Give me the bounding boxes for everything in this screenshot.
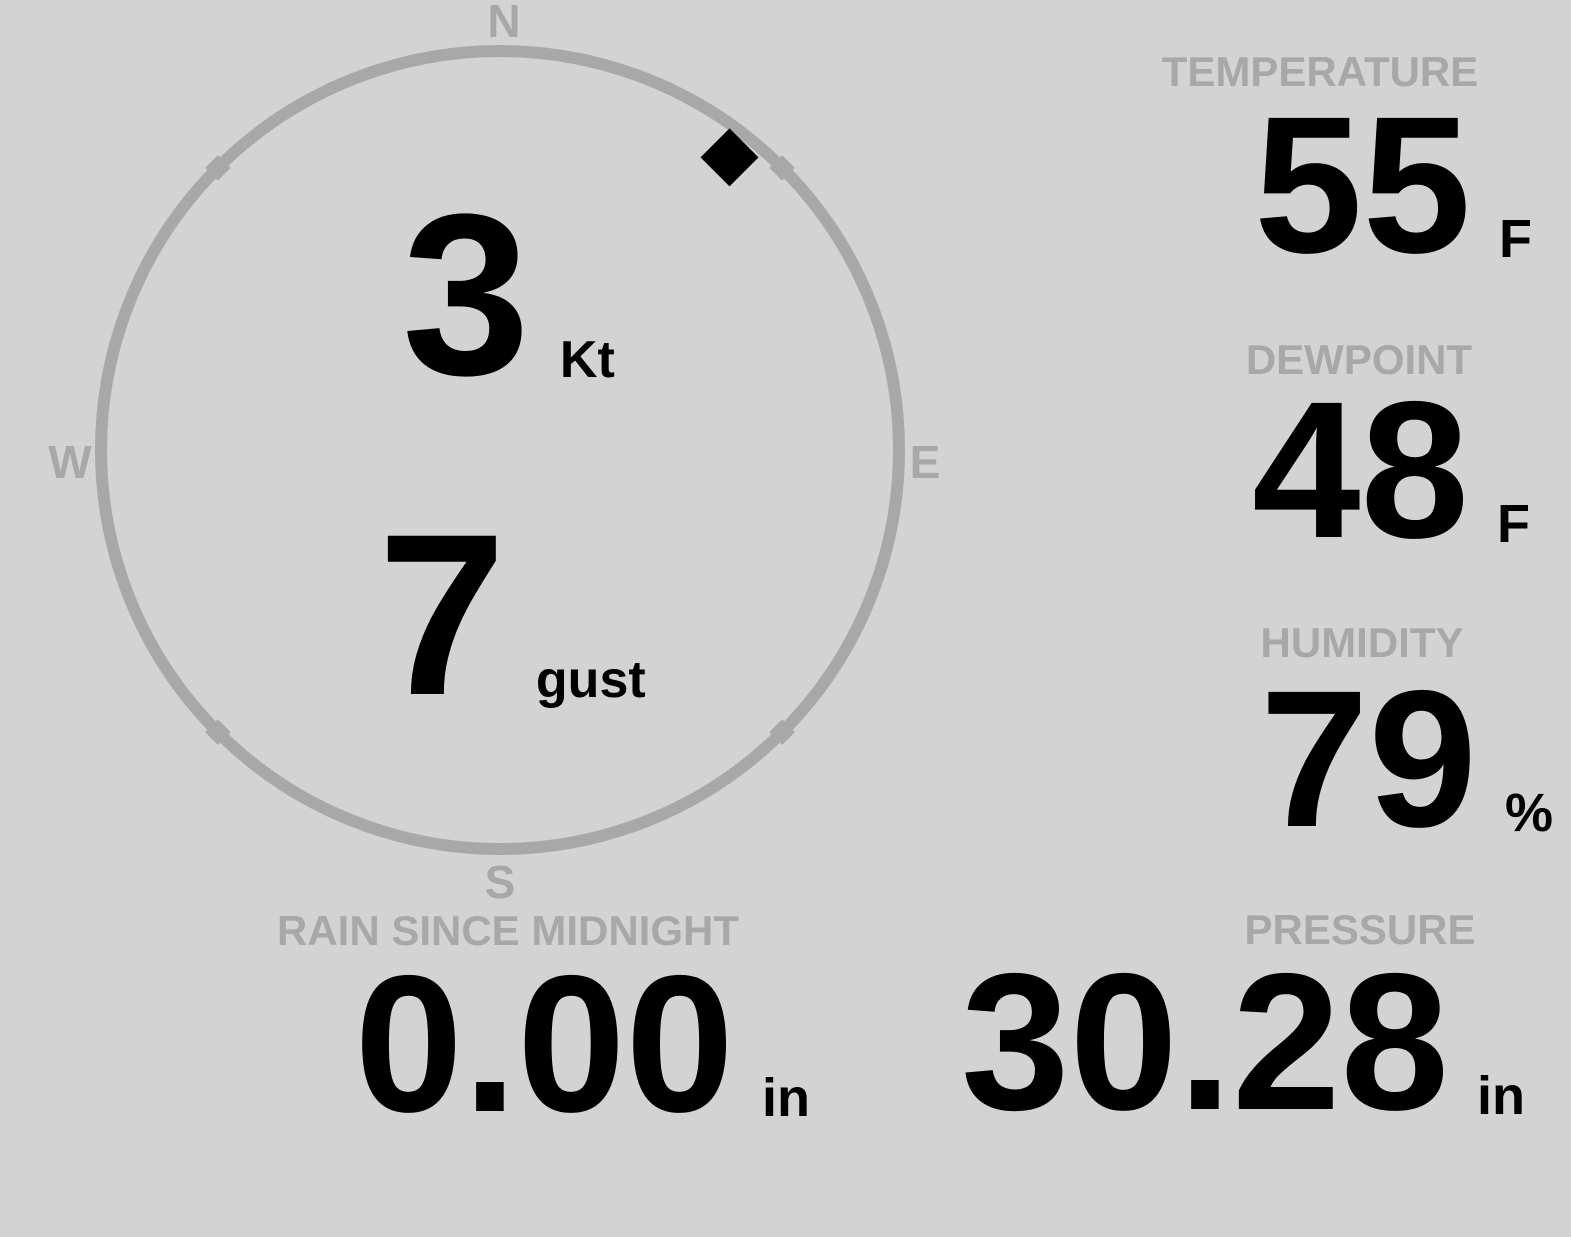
humidity-value: 79 [1260, 650, 1477, 868]
dewpoint-label: DEWPOINT [1245, 336, 1473, 383]
temperature-value: 55 [1254, 76, 1471, 294]
cardinal-west-label: W [48, 436, 92, 488]
rain-reading: 0.00 in [354, 947, 810, 1142]
dewpoint-reading: 48 F [1252, 373, 1530, 568]
temperature-label: TEMPERATURE [1161, 48, 1479, 95]
wind-gust-unit: gust [535, 651, 646, 709]
wind-speed-unit: Kt [559, 331, 615, 389]
wind-gust-value: 7 [378, 486, 506, 743]
pressure-value: 30.28 [961, 933, 1449, 1151]
humidity-label: HUMIDITY [1260, 619, 1464, 666]
pressure-unit: in [1477, 1066, 1525, 1126]
wind-gust-reading: 7 gust [378, 500, 646, 730]
humidity-reading: 79 % [1260, 662, 1553, 857]
rain-unit: in [762, 1068, 810, 1128]
wind-speed-value: 3 [402, 166, 530, 423]
wind-speed-reading: 3 Kt [402, 180, 615, 410]
rain-value: 0.00 [354, 935, 734, 1153]
cardinal-south-label: S [484, 856, 516, 908]
humidity-unit: % [1504, 783, 1553, 843]
dewpoint-value: 48 [1252, 361, 1469, 579]
pressure-label: PRESSURE [1244, 906, 1476, 953]
rain-label: RAIN SINCE MIDNIGHT [277, 907, 739, 954]
cardinal-north-label: N [487, 0, 521, 47]
pressure-reading: 30.28 in [961, 945, 1525, 1140]
temperature-unit: F [1499, 209, 1532, 269]
cardinal-east-label: E [909, 436, 941, 488]
temperature-reading: 55 F [1254, 88, 1532, 283]
dewpoint-unit: F [1497, 494, 1530, 554]
